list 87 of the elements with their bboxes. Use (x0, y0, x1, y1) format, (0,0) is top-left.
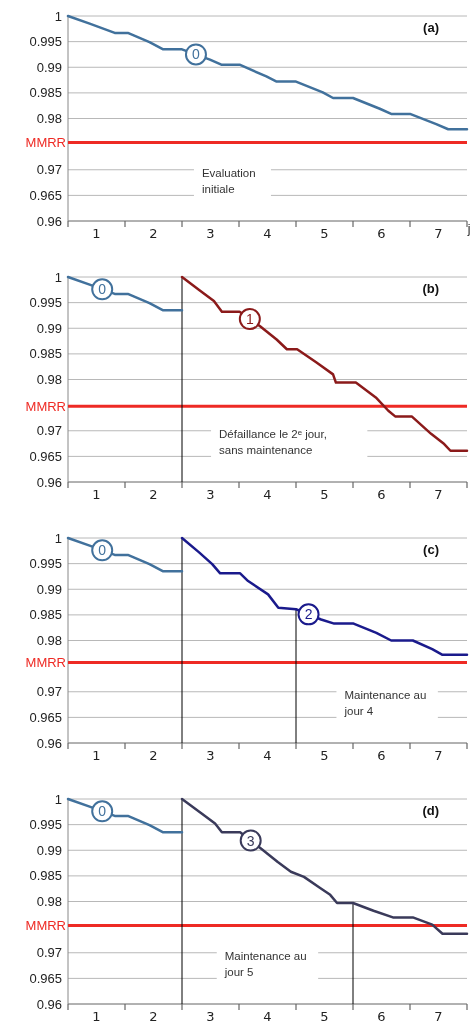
x-tick-label: 1 (92, 226, 101, 241)
x-axis-title: j (466, 222, 471, 236)
x-tick-label: 5 (320, 1009, 329, 1024)
x-tick-label: 5 (320, 748, 329, 763)
x-tick-label: 6 (377, 226, 386, 241)
x-tick-label: 7 (434, 226, 443, 241)
y-tick-label: 0.965 (29, 187, 62, 203)
chart-title: (a) (423, 20, 439, 35)
y-tick-label: 0.98 (36, 111, 62, 127)
y-tick-label: 0.96 (36, 996, 62, 1012)
y-tick-label: 0.97 (36, 423, 62, 439)
line-series (180, 536, 469, 657)
annotation: Maintenance au jour 4 (343, 689, 427, 718)
series-label: 1 (245, 311, 254, 328)
y-tick-label: 0.995 (29, 817, 62, 833)
line-series (66, 797, 184, 834)
ref-line-label: MMRR (25, 918, 66, 934)
chart-title: (c) (423, 542, 439, 557)
series-label: 0 (98, 542, 107, 559)
x-tick-label: 4 (263, 748, 272, 763)
annotation: Evaluation initiale (201, 167, 256, 196)
series-label: 2 (304, 606, 313, 623)
x-tick-label: 7 (434, 487, 443, 502)
x-tick-label: 4 (263, 226, 272, 241)
chart-title: (b) (422, 281, 439, 296)
ref-line-label: MMRR (25, 398, 66, 414)
x-tick-label: 7 (434, 748, 443, 763)
y-tick-label: 0.985 (29, 607, 62, 623)
x-tick-label: 6 (377, 487, 386, 502)
y-tick-label: 1 (54, 8, 62, 24)
x-tick-label: 3 (206, 1009, 215, 1024)
annotation: Défaillance le 2ᵉ jour, sans maintenance (219, 428, 327, 457)
y-tick-label: 0.965 (29, 448, 62, 464)
y-tick-label: 1 (54, 530, 62, 546)
x-tick-label: 3 (206, 226, 215, 241)
y-tick-label: 0.995 (29, 556, 62, 572)
y-tick-label: 0.995 (29, 34, 62, 50)
line-series (66, 275, 184, 312)
y-tick-label: 1 (54, 269, 62, 285)
x-tick-label: 3 (206, 748, 215, 763)
y-tick-label: 0.98 (36, 633, 62, 649)
y-tick-label: 0.98 (36, 894, 62, 910)
y-tick-label: 0.985 (29, 868, 62, 884)
y-tick-label: 0.985 (29, 346, 62, 362)
line-series (66, 536, 184, 573)
y-tick-label: 0.99 (36, 842, 62, 858)
y-tick-label: 0.96 (36, 213, 62, 229)
x-tick-label: 4 (263, 1009, 272, 1024)
y-tick-label: 0.99 (36, 59, 62, 75)
chart-title: (d) (422, 803, 439, 818)
y-tick-label: 0.995 (29, 295, 62, 311)
y-tick-label: 0.99 (36, 320, 62, 336)
y-tick-label: 0.99 (36, 581, 62, 597)
x-tick-label: 6 (377, 748, 386, 763)
x-tick-label: 1 (92, 748, 101, 763)
series-label: 0 (98, 281, 107, 298)
line-series (66, 14, 469, 131)
x-tick-label: 7 (434, 1009, 443, 1024)
y-tick-label: 0.97 (36, 945, 62, 961)
y-tick-label: 0.96 (36, 474, 62, 490)
x-tick-label: 1 (92, 487, 101, 502)
y-tick-label: 0.97 (36, 684, 62, 700)
x-tick-label: 2 (149, 226, 158, 241)
y-tick-label: 0.98 (36, 372, 62, 388)
x-tick-label: 1 (92, 1009, 101, 1024)
y-tick-label: 0.965 (29, 709, 62, 725)
y-tick-label: 1 (54, 791, 62, 807)
y-tick-label: 0.96 (36, 735, 62, 751)
series-label: 0 (98, 803, 107, 820)
x-tick-label: 2 (149, 748, 158, 763)
x-tick-label: 2 (149, 487, 158, 502)
ref-line-label: MMRR (25, 135, 66, 151)
x-tick-label: 4 (263, 487, 272, 502)
annotation: Maintenance au jour 5 (223, 950, 307, 979)
x-tick-label: 6 (377, 1009, 386, 1024)
x-tick-label: 2 (149, 1009, 158, 1024)
x-tick-label: 5 (320, 487, 329, 502)
ref-line-label: MMRR (25, 655, 66, 671)
line-series (180, 275, 469, 452)
x-tick-label: 5 (320, 226, 329, 241)
y-tick-label: 0.965 (29, 970, 62, 986)
y-tick-label: 0.97 (36, 162, 62, 178)
line-series (180, 797, 469, 936)
x-tick-label: 3 (206, 487, 215, 502)
series-label: 0 (192, 46, 201, 63)
series-label: 3 (246, 832, 255, 849)
y-tick-label: 0.985 (29, 85, 62, 101)
